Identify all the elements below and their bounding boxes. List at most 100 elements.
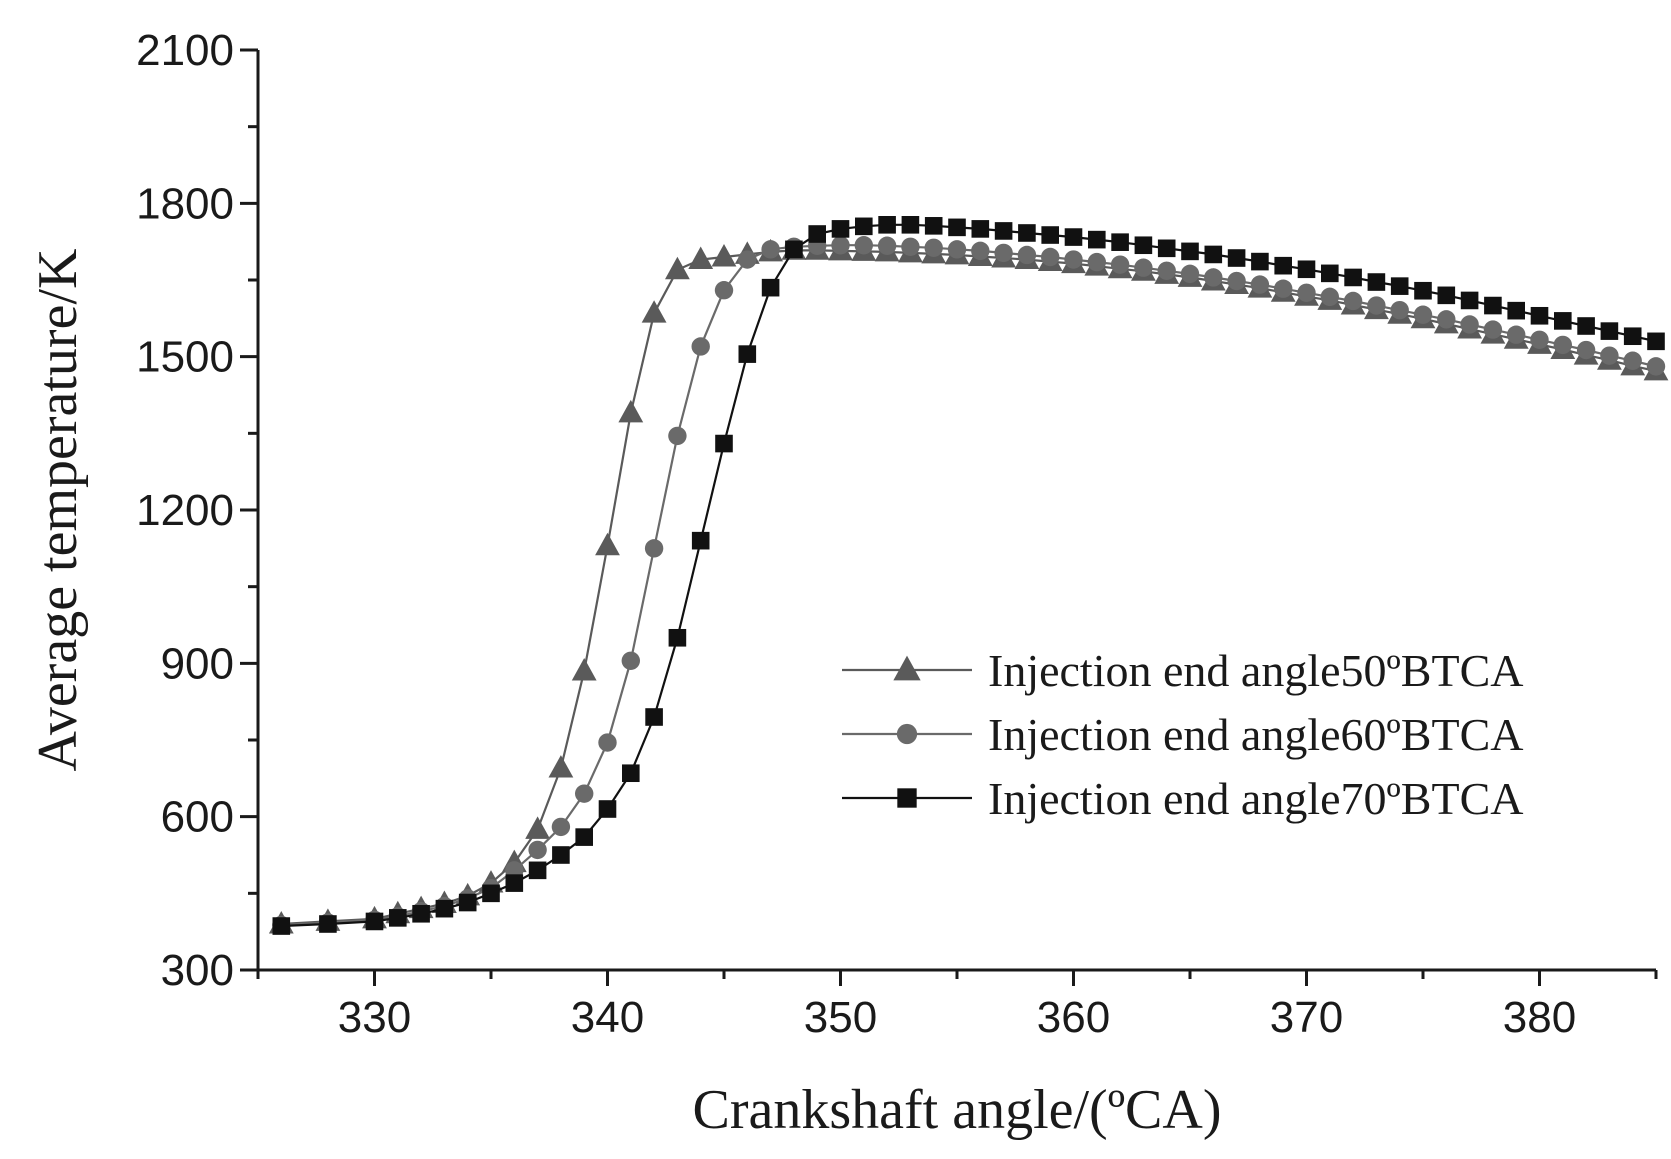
data-point [1018,224,1036,242]
data-point [505,874,524,892]
data-point [1297,260,1316,279]
data-point [668,426,687,446]
data-point [1507,301,1525,320]
y-tick-label: 1200 [136,486,234,535]
data-point [1041,247,1060,267]
data-point [1204,268,1223,287]
data-point [1437,286,1456,305]
data-point [831,220,850,238]
data-point [971,220,990,238]
x-tick-label: 360 [1037,993,1110,1042]
legend: Injection end angle50ºBTCA Injection end … [842,645,1523,824]
data-point [1623,327,1642,346]
data-point [1134,236,1153,255]
data-point [528,840,547,860]
series-line [281,244,1657,927]
x-tick-label: 370 [1270,993,1343,1042]
data-point [1180,264,1200,284]
data-point [272,917,291,935]
data-point [1041,226,1059,244]
y-tick-label: 300 [161,946,234,995]
data-point [688,246,714,270]
data-point [901,237,920,256]
data-point [618,399,644,423]
data-point [1390,277,1409,295]
legend-marker [896,723,918,745]
legend-item: Injection end angle60ºBTCA [842,709,1523,760]
data-point [1134,258,1153,277]
legend-marker [897,788,917,808]
data-point [1181,242,1199,261]
data-point [1437,310,1456,329]
data-point [691,337,710,356]
data-point [645,708,663,726]
data-point [1647,332,1665,351]
data-point [389,909,407,927]
data-point [595,532,620,556]
data-point [665,256,690,280]
data-point [994,243,1013,263]
axes-layer: 330 340 350 360 370 380 300 600 900 1200 1500 1800 2… [136,26,1658,1042]
data-point [855,217,873,236]
data-point [714,281,734,300]
data-point [575,828,593,846]
data-point [528,861,547,880]
data-point [319,915,337,933]
data-point [668,628,687,647]
data-point [525,816,550,839]
data-point [761,278,780,297]
data-point [1577,317,1595,335]
data-point [808,225,826,243]
data-point [621,651,640,670]
legend-item: Injection end angle70ºBTCA [842,773,1523,824]
data-point [831,236,850,255]
data-point [598,800,617,818]
series-line [281,223,1657,928]
data-point [924,217,943,235]
data-point [761,240,780,259]
y-tick-label: 900 [161,639,234,688]
data-point [1460,315,1479,334]
y-tick-label: 2100 [136,26,234,75]
y-tick-label: 600 [161,793,234,842]
data-point [1251,252,1269,271]
data-point [1274,279,1293,298]
data-point [1297,283,1316,302]
data-point [1554,312,1572,330]
data-point [1110,255,1130,274]
series-3 [272,216,1665,935]
data-point [1344,268,1362,287]
data-point [1367,273,1386,291]
data-point [1390,300,1409,320]
data-point [551,817,571,837]
y-tick-label: 1800 [136,179,234,228]
data-point [1321,264,1339,283]
data-point [994,222,1013,240]
data-point [412,904,430,923]
data-point [641,300,667,323]
data-point [552,846,570,864]
legend-label: Injection end angle50ºBTCA [988,645,1523,696]
data-point [1646,357,1666,376]
data-point [711,243,737,267]
data-point [1088,230,1106,249]
data-point [482,884,500,903]
y-tick-label: 1500 [136,333,234,382]
data-point [924,238,943,257]
data-point [1483,320,1503,339]
data-point [854,236,873,255]
data-point [1157,261,1176,280]
data-point [1484,296,1502,315]
data-point [1576,340,1596,360]
data-point [1250,275,1270,294]
data-point [458,893,477,912]
data-point [1017,245,1037,265]
data-point [1064,228,1083,246]
data-point [1367,296,1386,315]
y-axis-title: Average temperature/K [27,249,89,772]
data-point [1064,250,1083,269]
data-point [365,912,384,931]
data-point [901,216,920,234]
data-point [1204,245,1223,264]
data-point [715,434,733,453]
